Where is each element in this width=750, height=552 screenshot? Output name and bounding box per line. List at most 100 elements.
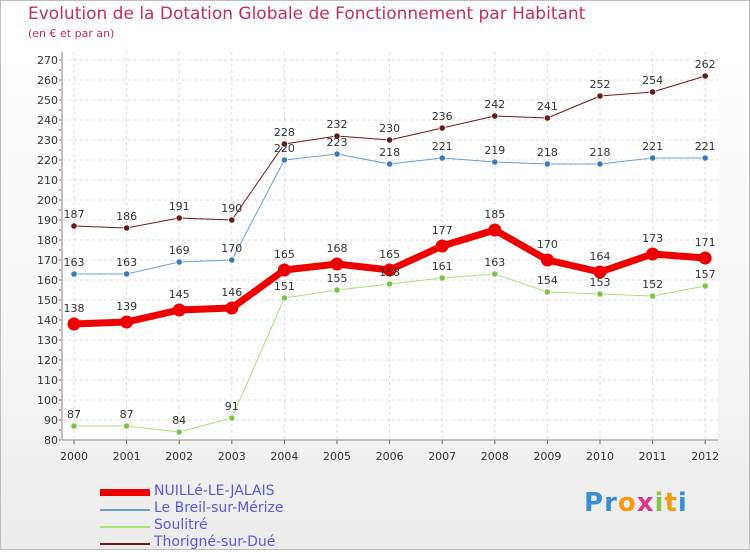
data-point-thorign-sur-du- [438,124,446,132]
data-label-soulitr-: 157 [695,268,716,281]
data-label-le-breil-sur-m-rize: 218 [590,146,611,159]
data-point-thorign-sur-du- [175,214,183,222]
y-tick-label: 100 [37,394,58,407]
x-tick-label: 2011 [639,450,667,463]
data-point-soulitr- [438,274,446,282]
data-label-nuill-le-jalais: 165 [379,248,400,261]
data-point-nuill-le-jalais [120,315,134,329]
y-tick-label: 90 [44,414,58,427]
x-tick-label: 2009 [533,450,561,463]
x-tick-label: 2008 [481,450,509,463]
data-point-thorign-sur-du- [123,224,131,232]
data-label-thorign-sur-du-: 242 [484,98,505,111]
legend-label: Thorigné-sur-Dué [154,534,276,550]
data-label-soulitr-: 153 [590,276,611,289]
legend-item: Thorigné-sur-Dué [100,534,360,552]
chart-title: Evolution de la Dotation Globale de Fonc… [28,4,586,24]
y-tick-label: 250 [37,94,58,107]
data-point-nuill-le-jalais [172,303,186,317]
logo-letter: r [604,488,618,518]
data-label-le-breil-sur-m-rize: 221 [642,140,663,153]
data-point-thorign-sur-du- [543,114,552,122]
data-label-thorign-sur-du-: 230 [379,122,400,135]
data-point-soulitr- [596,290,604,298]
y-tick-label: 80 [44,434,58,447]
data-label-soulitr-: 155 [327,272,348,285]
y-tick-label: 110 [37,374,58,387]
data-point-nuill-le-jalais [540,253,554,267]
y-tick-label: 260 [37,74,58,87]
x-tick-label: 2001 [113,450,141,463]
proxiti-logo: Proxiti [584,488,688,518]
data-label-soulitr-: 151 [274,280,295,293]
logo-letter: P [584,488,605,518]
data-label-nuill-le-jalais: 139 [116,300,137,313]
data-label-soulitr-: 91 [225,400,239,413]
y-tick-label: 210 [37,174,58,187]
legend-label: NUILLé-LE-JALAIS [154,483,275,499]
data-point-soulitr- [491,270,499,278]
data-label-nuill-le-jalais: 145 [169,288,190,301]
data-label-thorign-sur-du-: 186 [116,210,137,223]
data-point-thorign-sur-du- [385,136,394,144]
data-label-nuill-le-jalais: 170 [537,238,558,251]
data-label-thorign-sur-du-: 262 [695,58,716,71]
data-point-soulitr- [385,280,394,288]
data-label-soulitr-: 87 [120,408,134,421]
data-point-soulitr- [280,294,288,302]
data-point-le-breil-sur-m-rize [175,258,183,266]
legend-swatch [100,489,150,496]
data-point-thorign-sur-du- [491,112,499,120]
data-point-le-breil-sur-m-rize [701,154,709,162]
data-point-nuill-le-jalais [488,223,502,237]
legend-item: NUILLé-LE-JALAIS [100,483,360,501]
data-label-le-breil-sur-m-rize: 223 [327,136,348,149]
data-point-le-breil-sur-m-rize [228,256,236,264]
data-label-thorign-sur-du-: 232 [327,118,348,131]
data-point-le-breil-sur-m-rize [385,160,394,168]
data-point-le-breil-sur-m-rize [70,270,78,278]
data-label-thorign-sur-du-: 241 [537,100,558,113]
data-point-soulitr- [543,288,552,296]
data-point-le-breil-sur-m-rize [123,270,131,278]
data-point-soulitr- [175,428,183,436]
data-label-le-breil-sur-m-rize: 163 [116,256,137,269]
data-label-thorign-sur-du-: 254 [642,74,663,87]
x-tick-label: 2003 [218,450,246,463]
x-tick-label: 2010 [586,450,614,463]
data-point-le-breil-sur-m-rize [648,154,657,162]
y-tick-label: 240 [37,114,58,127]
data-label-soulitr-: 158 [379,266,400,279]
data-label-le-breil-sur-m-rize: 220 [274,142,295,155]
y-tick-label: 150 [37,294,58,307]
legend-swatch [100,526,150,528]
data-point-thorign-sur-du- [333,132,341,140]
data-label-soulitr-: 152 [642,278,663,291]
data-label-thorign-sur-du-: 236 [432,110,453,123]
data-point-nuill-le-jalais [383,263,397,277]
data-label-thorign-sur-du-: 187 [64,208,85,221]
logo-letter: o [617,488,637,518]
data-label-le-breil-sur-m-rize: 218 [537,146,558,159]
x-tick-label: 2007 [428,450,456,463]
y-tick-label: 130 [37,334,58,347]
data-point-nuill-le-jalais [225,301,239,315]
data-label-thorign-sur-du-: 252 [590,78,611,91]
chart-subtitle: (en € et par an) [28,27,115,40]
data-point-le-breil-sur-m-rize [543,160,552,168]
data-label-thorign-sur-du-: 228 [274,126,295,139]
y-tick-label: 190 [37,214,58,227]
data-point-le-breil-sur-m-rize [438,154,446,162]
data-point-soulitr- [70,422,78,430]
data-label-le-breil-sur-m-rize: 219 [484,144,505,157]
data-point-le-breil-sur-m-rize [491,158,499,166]
data-point-nuill-le-jalais [593,265,607,279]
y-tick-label: 170 [37,254,58,267]
data-label-soulitr-: 154 [537,274,558,287]
y-tick-label: 160 [37,274,58,287]
data-label-soulitr-: 84 [172,414,186,427]
y-tick-label: 220 [37,154,58,167]
data-point-le-breil-sur-m-rize [596,160,604,168]
y-tick-label: 120 [37,354,58,367]
data-label-soulitr-: 87 [67,408,81,421]
